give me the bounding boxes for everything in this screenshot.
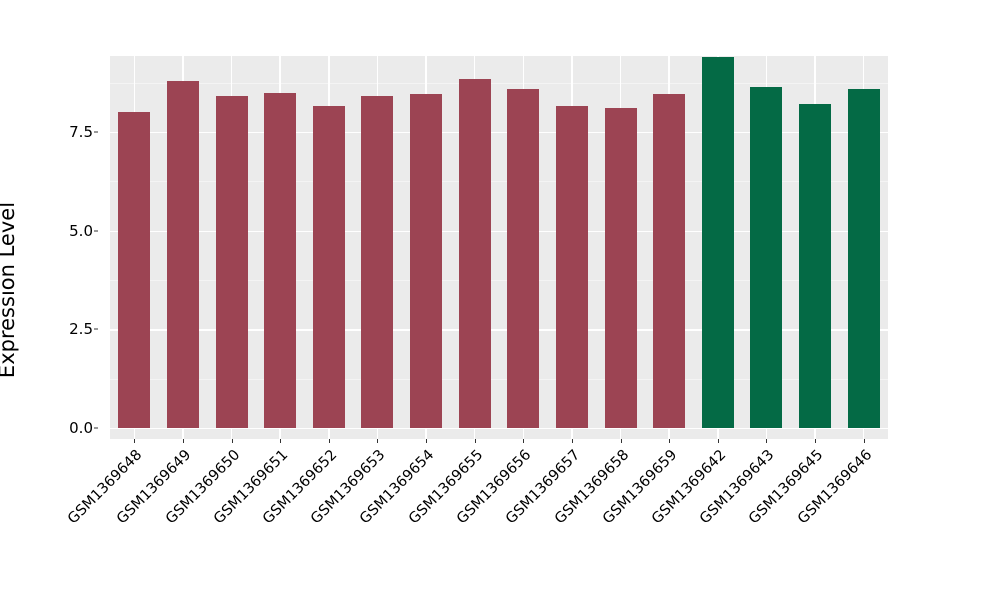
- y-axis-title-text: Expression Level: [0, 201, 19, 379]
- x-tick-mark: [863, 439, 865, 443]
- x-tick-mark: [134, 439, 136, 443]
- x-tick-mark: [182, 439, 184, 443]
- bar: [410, 94, 443, 428]
- bar: [604, 108, 637, 428]
- bar: [847, 88, 880, 428]
- bar: [653, 94, 686, 428]
- y-tick-mark: [94, 131, 98, 133]
- gridline-minor-horizontal: [110, 378, 888, 380]
- bar: [166, 80, 199, 428]
- y-tick-mark: [94, 230, 98, 232]
- y-axis-ticks: 0.0 2.5 5.0 7.5: [47, 0, 98, 580]
- gridline-minor-horizontal: [110, 82, 888, 84]
- gridline-major-horizontal: [110, 131, 888, 134]
- bar: [507, 88, 540, 428]
- x-tick-mark: [280, 439, 282, 443]
- gridline-minor-horizontal: [110, 181, 888, 183]
- x-tick-mark: [620, 439, 622, 443]
- bar: [750, 86, 783, 428]
- x-tick-mark: [669, 439, 671, 443]
- y-tick-mark: [94, 328, 98, 330]
- y-tick-mark: [94, 427, 98, 429]
- x-tick-mark: [328, 439, 330, 443]
- gridline-major-horizontal: [110, 329, 888, 331]
- bar: [799, 104, 832, 428]
- bar: [215, 96, 248, 428]
- x-tick-mark: [523, 439, 525, 443]
- x-axis-ticks: GSM1369648 GSM1369649 GSM1369650 GSM1369651…: [65, 439, 888, 580]
- bar: [458, 78, 491, 428]
- x-tick-mark: [571, 439, 573, 443]
- gridline-minor-horizontal: [110, 279, 888, 281]
- y-tick-label: 7.5: [69, 122, 93, 141]
- plot-panel: [110, 56, 888, 439]
- bars-group: [110, 56, 888, 439]
- bar: [118, 112, 151, 428]
- y-tick-label: 2.5: [69, 320, 93, 339]
- x-tick-mark: [717, 439, 719, 443]
- bar: [361, 96, 394, 428]
- bar: [264, 92, 297, 428]
- bar: [312, 106, 345, 428]
- x-tick-mark: [815, 439, 817, 443]
- bar-chart-figure: Expression Level 0.0 2.5 5.0 7.5 GSM1369648…: [0, 0, 888, 580]
- y-tick-label: 0.0: [69, 419, 93, 437]
- gridline-major-horizontal: [110, 428, 888, 430]
- y-tick-label: 5.0: [69, 221, 93, 240]
- x-tick-mark: [377, 439, 379, 443]
- x-tick-mark: [474, 439, 476, 443]
- bar: [701, 56, 734, 428]
- x-tick-mark: [766, 439, 768, 443]
- gridline-major-horizontal: [110, 230, 888, 233]
- x-tick-mark: [231, 439, 233, 443]
- x-tick-mark: [426, 439, 428, 443]
- bar: [555, 106, 588, 428]
